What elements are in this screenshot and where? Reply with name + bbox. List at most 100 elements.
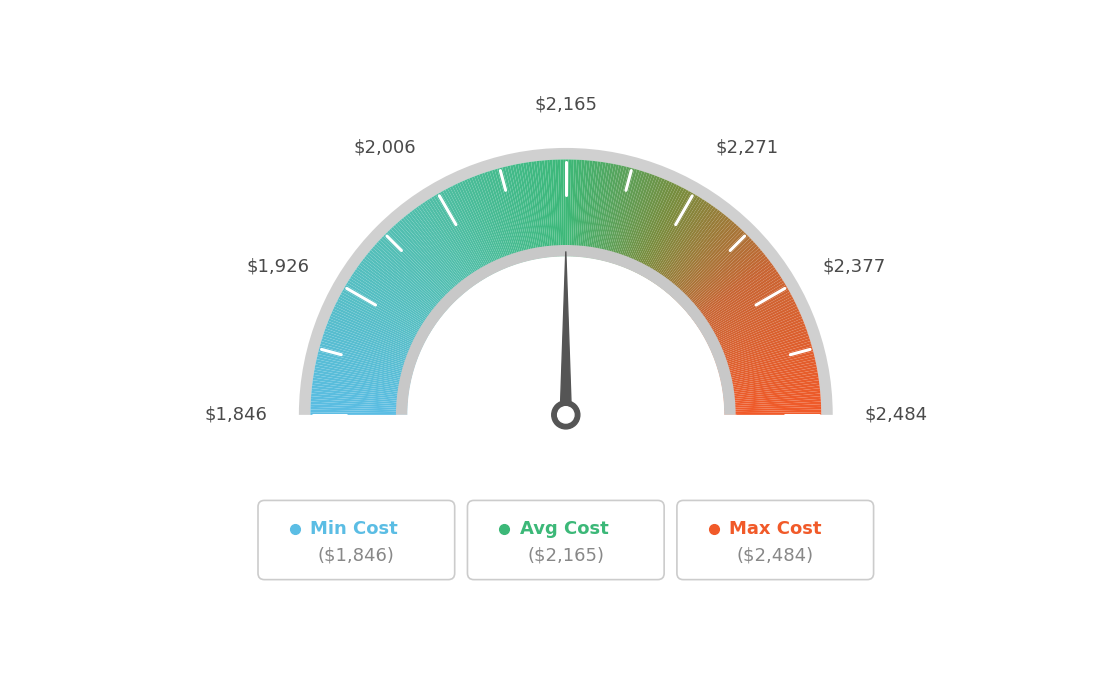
Wedge shape bbox=[612, 170, 643, 264]
Wedge shape bbox=[722, 377, 819, 393]
Wedge shape bbox=[720, 357, 815, 380]
Wedge shape bbox=[332, 308, 422, 351]
Wedge shape bbox=[577, 160, 587, 257]
Wedge shape bbox=[434, 195, 485, 279]
Wedge shape bbox=[638, 187, 684, 275]
Wedge shape bbox=[723, 380, 819, 395]
Text: Avg Cost: Avg Cost bbox=[520, 520, 608, 538]
Wedge shape bbox=[598, 165, 622, 260]
Wedge shape bbox=[512, 164, 534, 260]
Wedge shape bbox=[591, 163, 608, 259]
Wedge shape bbox=[724, 399, 821, 406]
Wedge shape bbox=[719, 351, 814, 377]
Wedge shape bbox=[500, 168, 527, 262]
Wedge shape bbox=[529, 161, 544, 258]
Wedge shape bbox=[317, 357, 412, 380]
Wedge shape bbox=[723, 383, 819, 397]
Wedge shape bbox=[440, 191, 489, 277]
Text: Min Cost: Min Cost bbox=[310, 520, 399, 538]
FancyBboxPatch shape bbox=[677, 500, 873, 580]
Wedge shape bbox=[684, 246, 760, 311]
Wedge shape bbox=[429, 198, 482, 281]
Wedge shape bbox=[315, 364, 411, 385]
Wedge shape bbox=[718, 341, 811, 371]
FancyBboxPatch shape bbox=[258, 500, 455, 580]
Wedge shape bbox=[594, 164, 614, 259]
Wedge shape bbox=[333, 306, 423, 349]
Wedge shape bbox=[723, 391, 820, 402]
Wedge shape bbox=[694, 267, 775, 324]
Wedge shape bbox=[348, 280, 432, 333]
Wedge shape bbox=[652, 201, 708, 283]
Wedge shape bbox=[563, 159, 565, 257]
Wedge shape bbox=[678, 234, 749, 304]
Wedge shape bbox=[310, 399, 407, 406]
Wedge shape bbox=[683, 244, 757, 310]
Wedge shape bbox=[335, 304, 423, 348]
Wedge shape bbox=[531, 161, 546, 258]
Wedge shape bbox=[644, 193, 693, 277]
Wedge shape bbox=[721, 362, 816, 384]
Wedge shape bbox=[711, 311, 800, 352]
Wedge shape bbox=[320, 341, 414, 371]
Wedge shape bbox=[537, 161, 550, 257]
Circle shape bbox=[558, 406, 574, 423]
Wedge shape bbox=[374, 244, 448, 310]
Wedge shape bbox=[329, 316, 420, 355]
Wedge shape bbox=[510, 165, 533, 260]
Wedge shape bbox=[320, 344, 414, 373]
Wedge shape bbox=[713, 321, 805, 358]
Circle shape bbox=[552, 401, 580, 429]
Wedge shape bbox=[542, 160, 552, 257]
Wedge shape bbox=[721, 367, 817, 387]
Wedge shape bbox=[676, 230, 744, 302]
Wedge shape bbox=[485, 172, 517, 265]
Wedge shape bbox=[371, 248, 446, 313]
Wedge shape bbox=[364, 256, 442, 318]
Wedge shape bbox=[711, 313, 802, 353]
Wedge shape bbox=[311, 388, 408, 400]
Wedge shape bbox=[310, 407, 407, 411]
Wedge shape bbox=[299, 148, 832, 415]
Wedge shape bbox=[351, 273, 434, 328]
Wedge shape bbox=[700, 278, 783, 331]
Wedge shape bbox=[314, 373, 410, 390]
Wedge shape bbox=[465, 179, 505, 270]
Text: $2,006: $2,006 bbox=[353, 138, 416, 156]
Wedge shape bbox=[316, 362, 411, 384]
Text: $1,846: $1,846 bbox=[204, 406, 267, 424]
Wedge shape bbox=[445, 188, 492, 275]
Wedge shape bbox=[461, 181, 503, 270]
Wedge shape bbox=[318, 351, 413, 377]
Wedge shape bbox=[721, 364, 817, 385]
Wedge shape bbox=[322, 336, 415, 368]
Wedge shape bbox=[383, 234, 454, 304]
Wedge shape bbox=[508, 166, 531, 261]
Wedge shape bbox=[407, 213, 469, 290]
Text: $2,271: $2,271 bbox=[715, 138, 778, 156]
Wedge shape bbox=[670, 224, 736, 297]
Wedge shape bbox=[687, 250, 763, 314]
Wedge shape bbox=[354, 269, 436, 326]
Wedge shape bbox=[584, 161, 597, 258]
Wedge shape bbox=[495, 169, 523, 263]
Wedge shape bbox=[315, 367, 411, 387]
Wedge shape bbox=[724, 404, 821, 410]
Text: $2,484: $2,484 bbox=[864, 406, 927, 424]
Wedge shape bbox=[608, 169, 637, 263]
Wedge shape bbox=[502, 167, 528, 262]
Wedge shape bbox=[346, 282, 431, 334]
Wedge shape bbox=[722, 375, 818, 392]
Wedge shape bbox=[548, 160, 555, 257]
Wedge shape bbox=[580, 160, 590, 257]
Wedge shape bbox=[667, 218, 731, 294]
Wedge shape bbox=[622, 175, 657, 267]
Wedge shape bbox=[604, 167, 629, 262]
Wedge shape bbox=[661, 211, 722, 290]
Wedge shape bbox=[314, 375, 410, 392]
Wedge shape bbox=[693, 263, 773, 322]
Wedge shape bbox=[396, 245, 735, 415]
Wedge shape bbox=[582, 161, 595, 257]
Wedge shape bbox=[310, 412, 407, 415]
Wedge shape bbox=[331, 311, 421, 352]
